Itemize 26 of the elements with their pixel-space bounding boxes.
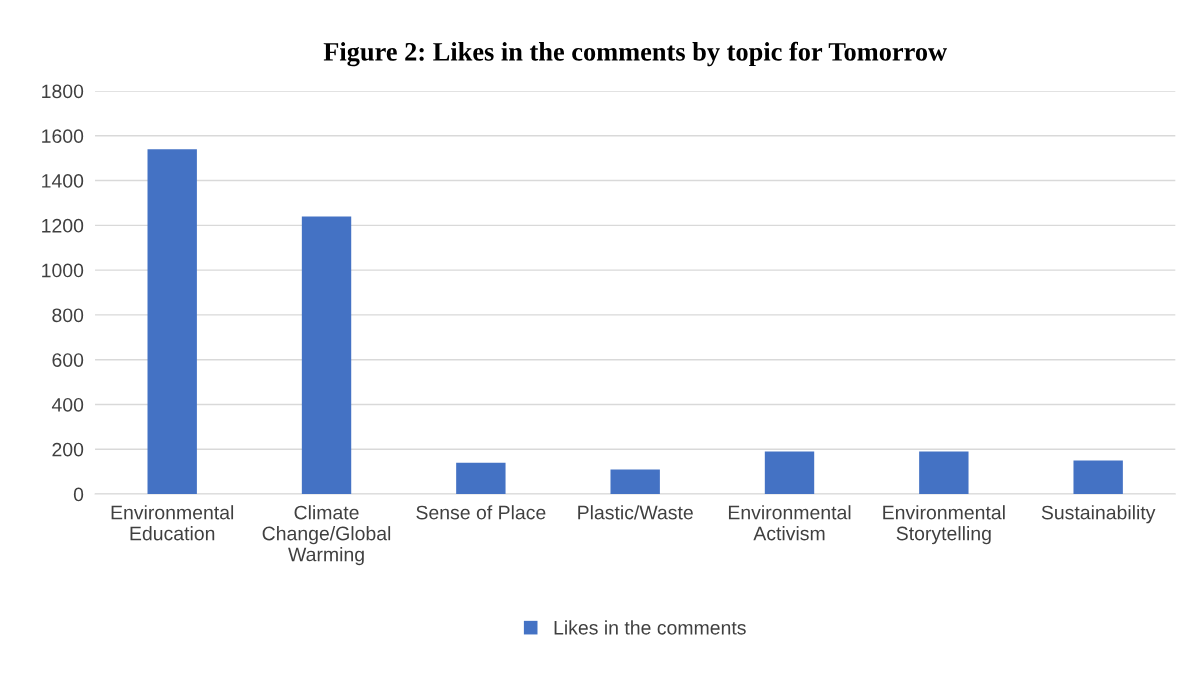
bar <box>610 469 660 495</box>
y-tick-label: 600 <box>52 353 84 367</box>
x-tick-label: Environmental Activism <box>728 505 851 541</box>
legend-label: Likes in the comments <box>554 620 746 635</box>
y-tick-label: 1600 <box>42 129 84 144</box>
bar <box>147 149 197 495</box>
y-tick-label: 0 <box>73 487 84 502</box>
x-tick-label: Climate Change/Global Warming <box>262 505 391 566</box>
y-tick-label: 1000 <box>42 263 84 278</box>
y-tick-label: 1800 <box>42 84 84 99</box>
bar <box>301 216 352 495</box>
y-tick-label: 200 <box>52 442 84 457</box>
y-tick-label: 1400 <box>42 174 84 188</box>
x-tick-label: Environmental Storytelling <box>883 505 1005 545</box>
x-tick-label: Plastic/Waste <box>578 505 693 520</box>
y-tick-label: 800 <box>52 308 84 323</box>
y-tick-label: 1200 <box>42 218 84 233</box>
x-tick-label: Sense of Place <box>416 505 546 520</box>
x-tick-label: Sustainability <box>1041 505 1156 524</box>
bar <box>764 451 815 495</box>
bar <box>1073 460 1123 495</box>
x-tick-label: Environmental Education <box>111 505 234 541</box>
y-tick-label: 400 <box>51 397 84 412</box>
bar <box>919 451 969 495</box>
bar <box>456 462 506 495</box>
chart-title: Figure 2: Likes in the comments by topic for Tomorrow <box>323 41 947 67</box>
